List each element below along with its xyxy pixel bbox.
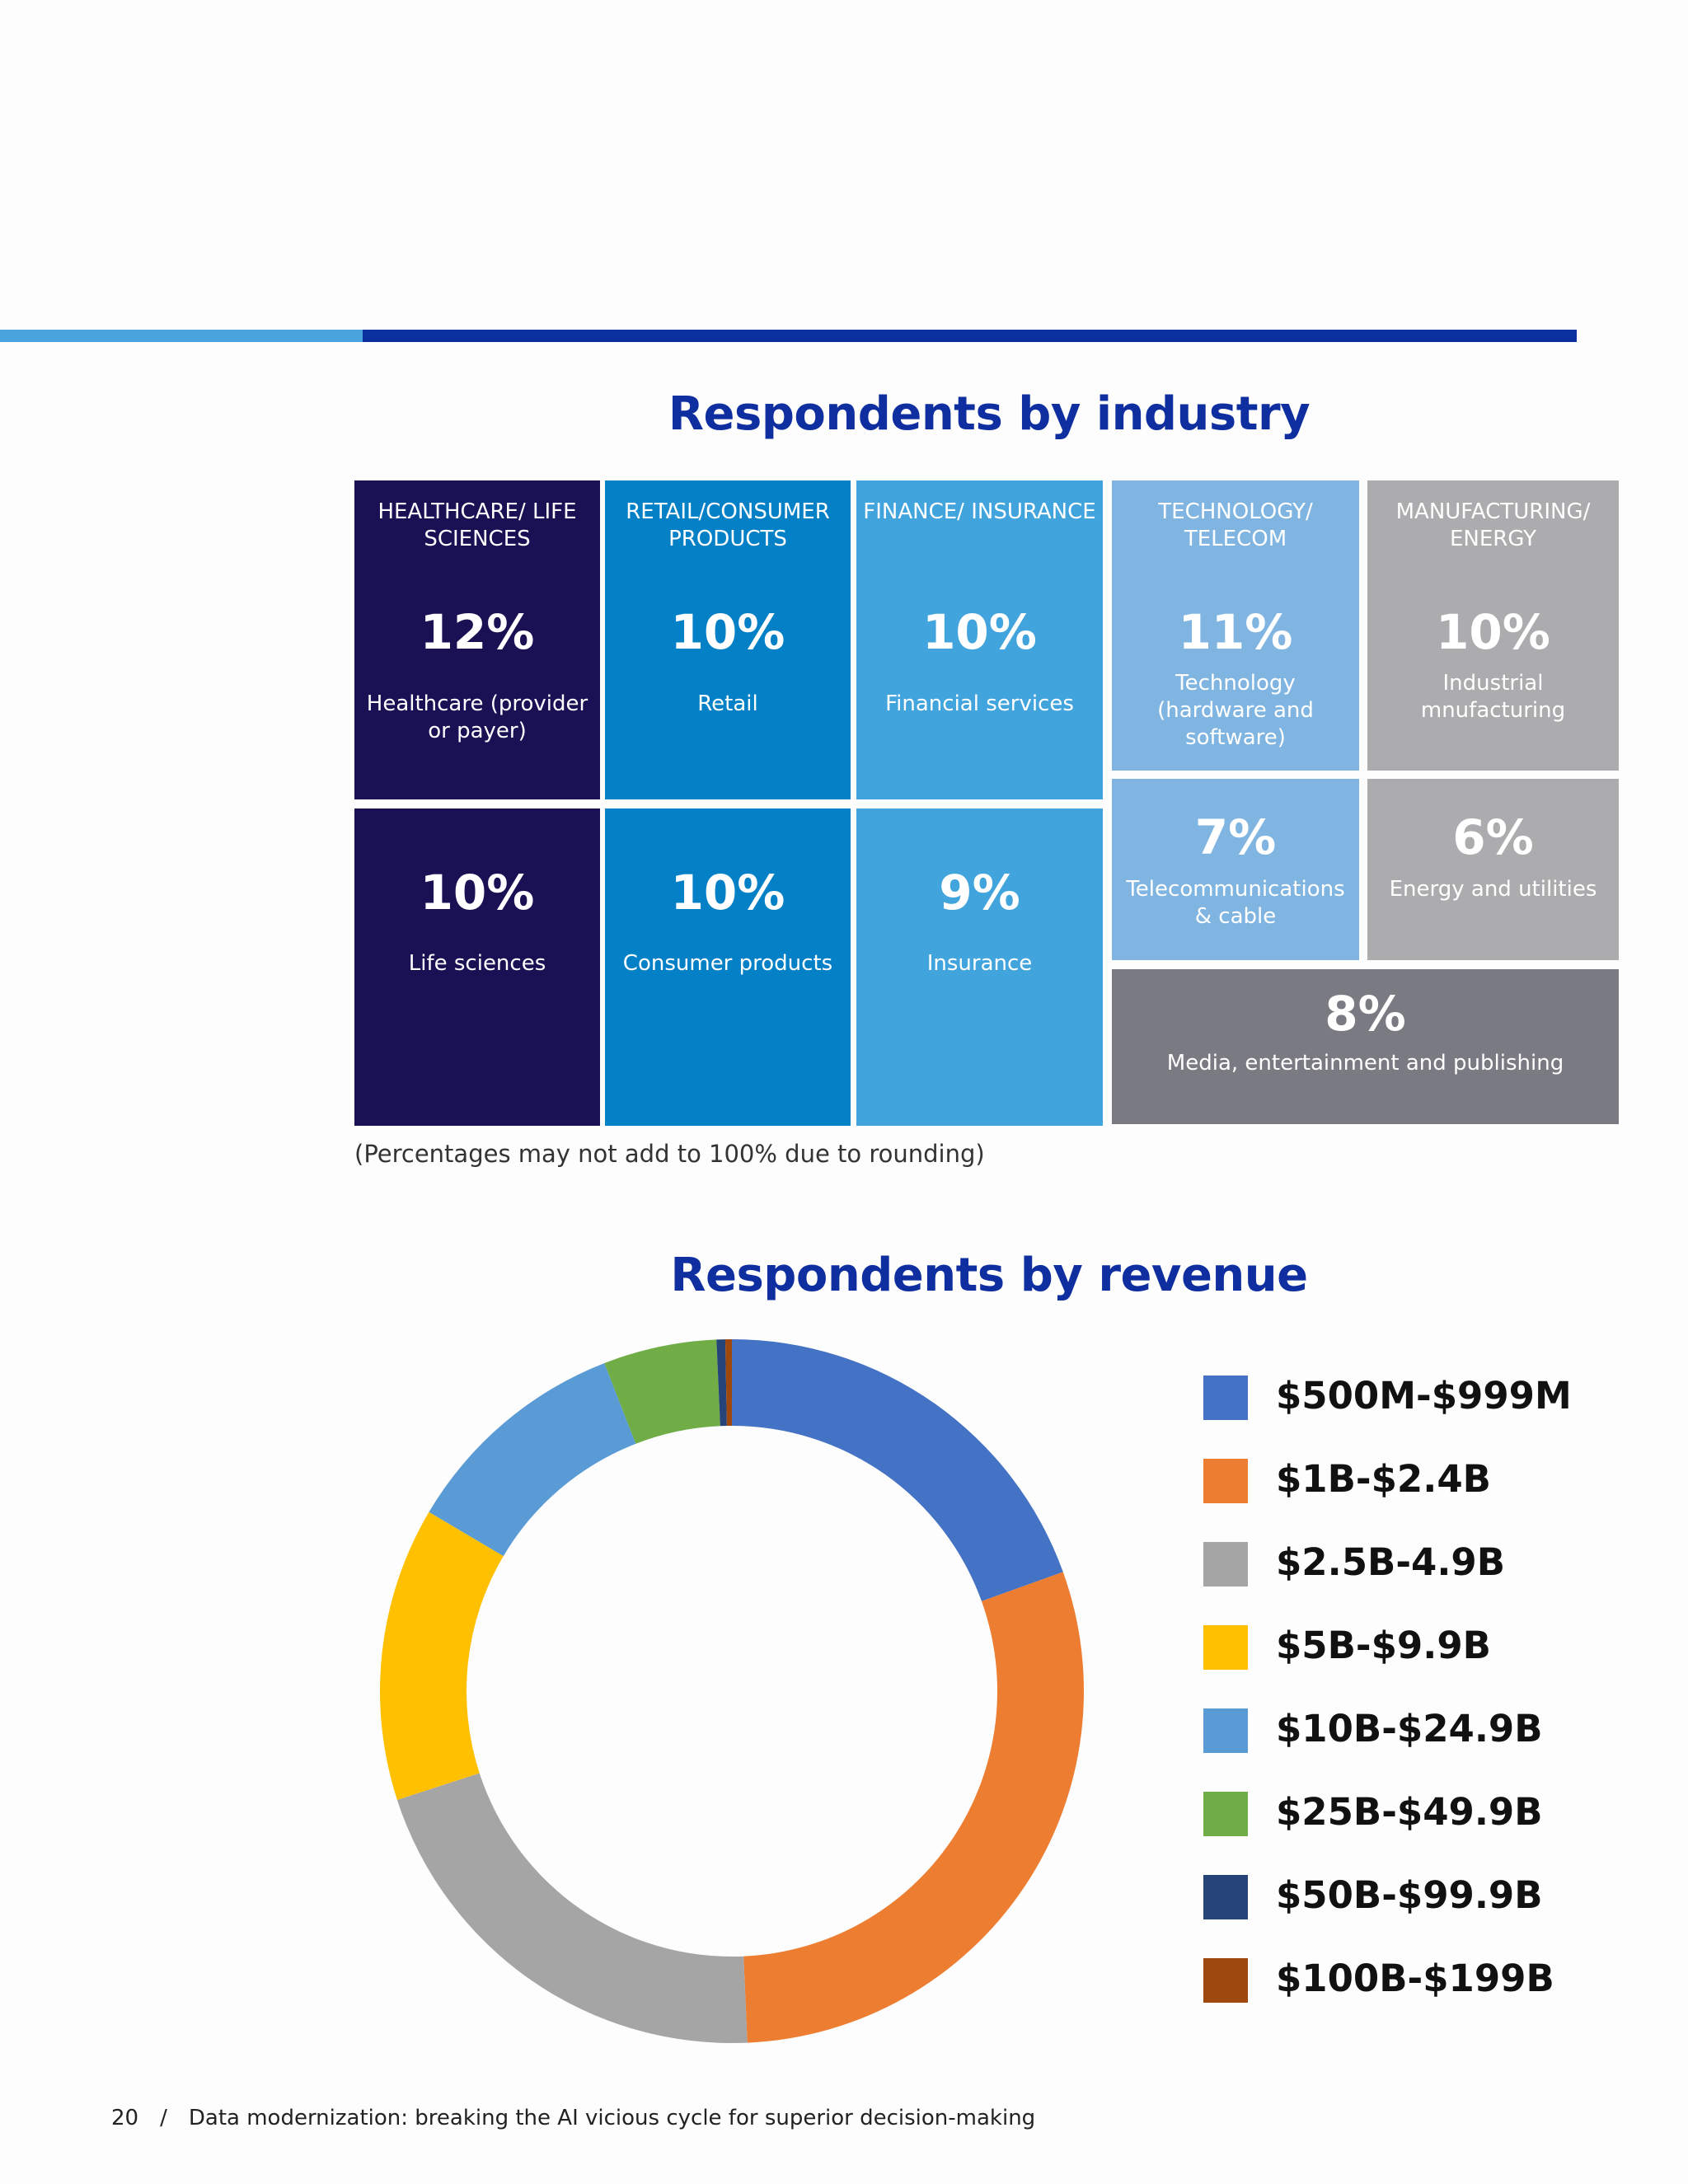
legend-item: $50B-$99.9B xyxy=(1203,1872,1615,1919)
legend-label: $25B-$49.9B xyxy=(1276,1790,1543,1834)
footer-title: Data modernization: breaking the AI vici… xyxy=(188,2106,1036,2130)
legend-item: $500M-$999M xyxy=(1203,1372,1615,1420)
tile-pct-energy-utilities: 6% xyxy=(1452,809,1534,865)
tile-header-retail: RETAIL/CONSUMER PRODUCTS xyxy=(626,499,830,551)
legend-swatch xyxy=(1203,1376,1248,1420)
tile-label-financial-services: Financial services xyxy=(885,691,1074,716)
page-footer: 20 / Data modernization: breaking the AI v… xyxy=(111,2106,1035,2130)
tile-pct-media: 8% xyxy=(1325,986,1406,1042)
legend-label: $2.5B-4.9B xyxy=(1276,1540,1506,1584)
tile-pct-retail: 10% xyxy=(670,604,785,660)
tile-header-finance: FINANCE/ INSURANCE xyxy=(863,499,1096,524)
donut-slice-2 xyxy=(743,1572,1084,2043)
legend-item: $10B-$24.9B xyxy=(1203,1705,1615,1753)
donut-slice-8 xyxy=(724,1339,732,1427)
tile-consumer-products: 10% Consumer products xyxy=(605,808,851,1126)
tile-label-media: Media, entertainment and publishing xyxy=(1166,1051,1564,1076)
legend-label: $500M-$999M xyxy=(1276,1374,1572,1418)
industry-footnote: (Percentages may not add to 100% due to … xyxy=(354,1140,985,1168)
tile-healthcare: HEALTHCARE/ LIFE SCIENCES 12% Healthcare… xyxy=(354,480,600,799)
tile-retail: RETAIL/CONSUMER PRODUCTS 10% Retail xyxy=(605,480,851,799)
tile-label-energy-utilities: Energy and utilities xyxy=(1389,877,1597,902)
industry-section-title: Respondents by industry xyxy=(668,387,1311,441)
tile-telecommunications: 7% Telecommunications & cable xyxy=(1112,779,1359,960)
tile-pct-financial-services: 10% xyxy=(922,604,1037,660)
tile-label-telecommunications: Telecommunications & cable xyxy=(1126,877,1345,929)
tile-label-retail: Retail xyxy=(697,691,758,716)
tile-pct-industrial-manufacturing: 10% xyxy=(1436,604,1550,660)
legend-item: $1B-$2.4B xyxy=(1203,1455,1615,1503)
tile-media: 8% Media, entertainment and publishing xyxy=(1112,969,1619,1124)
tile-label-insurance: Insurance xyxy=(926,951,1033,976)
footer-separator: / xyxy=(160,2106,167,2130)
legend-swatch xyxy=(1203,1958,1248,2003)
donut-slice-4 xyxy=(379,1511,504,1800)
legend-label: $50B-$99.9B xyxy=(1276,1873,1543,1917)
tile-label-healthcare: Healthcare (provider or payer) xyxy=(366,691,588,743)
page-number: 20 xyxy=(111,2106,139,2130)
tile-label-consumer-products: Consumer products xyxy=(622,951,833,976)
legend-swatch xyxy=(1203,1875,1248,1919)
tile-label-technology: Technology (hardware and software) xyxy=(1157,671,1314,750)
donut-slice-7 xyxy=(716,1339,727,1427)
tile-pct-consumer-products: 10% xyxy=(670,865,785,921)
tile-life-sciences: 10% Life sciences xyxy=(354,808,600,1126)
donut-slice-1 xyxy=(732,1339,1063,1601)
legend-swatch xyxy=(1203,1708,1248,1753)
tile-insurance: 9% Insurance xyxy=(856,808,1103,1126)
tile-pct-telecommunications: 7% xyxy=(1194,809,1277,865)
accent-bar-dark xyxy=(363,330,1577,342)
tile-financial-services: FINANCE/ INSURANCE 10% Financial service… xyxy=(856,480,1103,799)
tile-label-life-sciences: Life sciences xyxy=(408,951,546,976)
legend-item: $25B-$49.9B xyxy=(1203,1788,1615,1836)
legend-item: $2.5B-4.9B xyxy=(1203,1539,1615,1586)
accent-bar-light xyxy=(0,330,363,342)
legend-label: $100B-$199B xyxy=(1276,1957,1554,2000)
legend-swatch xyxy=(1203,1625,1248,1670)
legend-label: $5B-$9.9B xyxy=(1276,1624,1491,1667)
legend-label: $1B-$2.4B xyxy=(1276,1457,1491,1501)
donut-slice-6 xyxy=(604,1339,720,1444)
legend-item: $100B-$199B xyxy=(1203,1955,1615,2003)
revenue-section-title: Respondents by revenue xyxy=(670,1249,1308,1302)
tile-industrial-manufacturing: MANUFACTURING/ ENERGY 10% Industrial mnu… xyxy=(1367,480,1619,771)
tile-label-industrial-manufacturing: Industrial mnufacturing xyxy=(1420,671,1566,723)
donut-slice-3 xyxy=(396,1773,748,2043)
legend-swatch xyxy=(1203,1792,1248,1836)
tile-pct-insurance: 9% xyxy=(939,865,1020,921)
tile-header-healthcare: HEALTHCARE/ LIFE SCIENCES xyxy=(377,499,577,551)
tile-pct-life-sciences: 10% xyxy=(420,865,535,921)
tile-pct-technology: 11% xyxy=(1178,604,1293,660)
donut-slice-5 xyxy=(429,1363,636,1557)
tile-technology: TECHNOLOGY/ TELECOM 11% Technology (hard… xyxy=(1112,480,1359,771)
legend-swatch xyxy=(1203,1459,1248,1503)
tile-pct-healthcare: 12% xyxy=(420,604,535,660)
tile-header-technology: TECHNOLOGY/ TELECOM xyxy=(1158,499,1313,551)
tile-energy-utilities: 6% Energy and utilities xyxy=(1367,779,1619,960)
tile-header-manufacturing: MANUFACTURING/ ENERGY xyxy=(1395,499,1591,551)
legend-item: $5B-$9.9B xyxy=(1203,1622,1615,1670)
legend-swatch xyxy=(1203,1542,1248,1586)
legend-label: $10B-$24.9B xyxy=(1276,1707,1543,1750)
